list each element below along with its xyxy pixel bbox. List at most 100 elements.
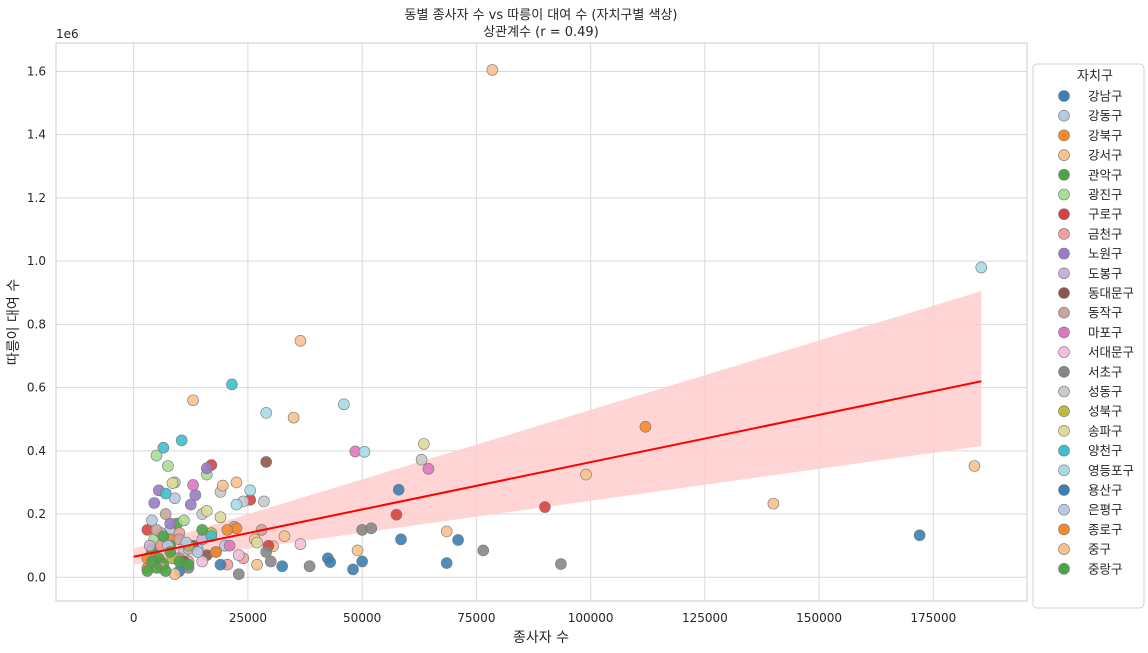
data-point	[395, 533, 407, 546]
data-point	[159, 508, 172, 520]
confidence-band	[133, 291, 982, 565]
y-tick-label: 1.6	[27, 64, 46, 78]
y-tick-label: 0.2	[27, 507, 46, 521]
data-point	[214, 558, 227, 571]
legend-label: 강서구	[1088, 148, 1123, 163]
legend-marker	[1058, 228, 1070, 240]
data-point	[214, 511, 227, 524]
data-point	[968, 460, 981, 472]
legend-label: 마포구	[1088, 325, 1123, 340]
legend-marker	[1058, 169, 1070, 181]
data-point	[200, 505, 213, 517]
legend-marker	[1058, 267, 1070, 280]
legend-marker	[1058, 543, 1070, 555]
grid-lines	[56, 43, 1027, 601]
x-tick-label: 75000	[457, 611, 495, 625]
data-point	[356, 555, 368, 568]
legend-items: 강남구강동구강북구강서구관악구광진구구로구금천구노원구도봉구동대문구동작구마포구…	[1058, 89, 1134, 576]
legend-label: 영등포구	[1088, 463, 1134, 478]
data-point	[324, 556, 336, 568]
data-point	[159, 487, 172, 500]
legend-label: 도봉구	[1088, 266, 1123, 281]
confidence-band-area	[133, 291, 982, 565]
data-point	[294, 335, 307, 347]
data-point	[539, 501, 551, 513]
y-tick-label: 1.0	[27, 254, 46, 268]
data-point	[294, 538, 307, 550]
data-point	[182, 558, 195, 571]
legend-marker	[1058, 444, 1070, 457]
legend-label: 금천구	[1088, 226, 1123, 241]
legend-marker	[1058, 464, 1070, 477]
legend: 자치구 강남구강동구강북구강서구관악구광진구구로구금천구노원구도봉구동대문구동작…	[1032, 63, 1145, 609]
data-point	[187, 479, 199, 491]
data-point	[303, 560, 316, 573]
data-point	[415, 453, 428, 466]
data-point	[767, 497, 780, 510]
legend-label: 중랑구	[1088, 561, 1123, 576]
legend-label: 은평구	[1088, 502, 1123, 517]
data-point	[392, 483, 405, 496]
data-point	[146, 514, 158, 527]
data-point	[169, 492, 181, 505]
data-point	[639, 421, 652, 433]
scatter-points	[141, 64, 988, 580]
data-point	[232, 549, 245, 561]
legend-marker	[1058, 523, 1070, 536]
data-point	[244, 484, 256, 497]
data-point	[477, 544, 490, 557]
legend-marker	[1058, 562, 1070, 575]
data-point	[146, 555, 158, 568]
legend-label: 중구	[1088, 542, 1111, 557]
data-point	[276, 560, 288, 573]
legend-label: 서대문구	[1088, 345, 1134, 360]
legend-label: 동작구	[1088, 305, 1123, 320]
legend-marker	[1058, 346, 1070, 358]
legend-label: 강동구	[1088, 108, 1123, 123]
chart-title: 동별 종사자 수 vs 따릉이 대여 수 (자치구별 색상)	[405, 8, 678, 23]
legend-label: 광진구	[1088, 187, 1123, 202]
legend-marker	[1058, 90, 1070, 102]
legend-marker	[1058, 306, 1070, 319]
data-point	[975, 261, 988, 274]
legend-marker	[1058, 326, 1070, 339]
x-tick-labels: 0 25000 50000 75000 100000 125000 150000 175000	[130, 611, 956, 625]
legend-title: 자치구	[1077, 69, 1113, 84]
y-tick-label: 0.4	[27, 444, 46, 458]
data-point	[230, 476, 243, 489]
data-point	[175, 434, 188, 447]
data-point	[287, 411, 300, 424]
data-point	[162, 460, 174, 472]
legend-label: 구로구	[1088, 207, 1123, 222]
legend-label: 노원구	[1088, 246, 1123, 261]
legend-label: 종로구	[1088, 522, 1123, 537]
legend-label: 용산구	[1088, 483, 1123, 498]
legend-label: 강남구	[1088, 89, 1123, 104]
legend-marker	[1058, 109, 1070, 122]
legend-marker	[1058, 149, 1070, 161]
data-point	[338, 398, 350, 411]
data-point	[260, 456, 272, 468]
regression-line	[133, 380, 982, 558]
data-point	[191, 546, 204, 558]
data-point	[232, 568, 245, 580]
data-point	[164, 517, 177, 530]
legend-label: 서초구	[1088, 364, 1123, 379]
data-point	[347, 563, 359, 576]
data-point	[216, 479, 229, 492]
data-point	[278, 530, 291, 542]
data-point	[150, 449, 163, 462]
data-point	[440, 557, 453, 569]
legend-marker	[1058, 208, 1070, 220]
legend-label: 관악구	[1088, 167, 1123, 182]
data-point	[260, 546, 272, 558]
x-tick-label: 125000	[682, 611, 728, 625]
legend-marker	[1058, 484, 1070, 496]
legend-marker	[1058, 188, 1070, 201]
data-point	[351, 544, 364, 557]
y-tick-label: 0.6	[27, 381, 46, 395]
data-point	[157, 530, 170, 542]
chart-subtitle: 상관계수 (r = 0.49)	[483, 25, 599, 40]
